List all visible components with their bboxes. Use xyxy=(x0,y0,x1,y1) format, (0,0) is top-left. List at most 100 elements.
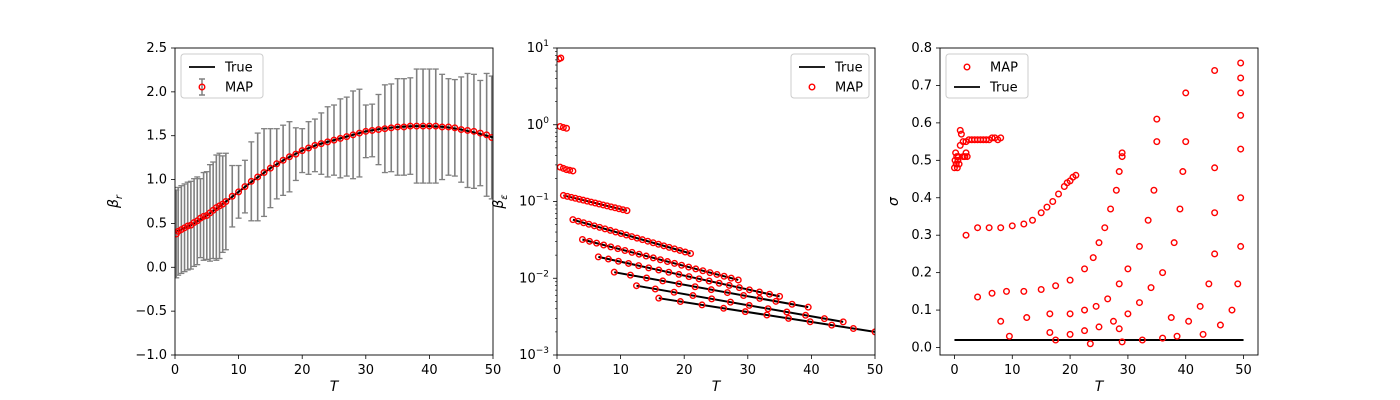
map-marker xyxy=(1118,338,1126,346)
map-marker xyxy=(1002,287,1010,295)
map-marker xyxy=(687,250,695,258)
map-marker xyxy=(955,153,963,161)
x-ticks-2: 0 10 20 30 40 50 xyxy=(950,355,1252,378)
map-marker xyxy=(362,127,370,135)
x-tick-label: 0 xyxy=(171,363,179,378)
map-marker xyxy=(1144,216,1152,224)
y-tick-label: 2.5 xyxy=(146,41,167,56)
map-marker xyxy=(375,126,383,134)
x-tick-label: 30 xyxy=(740,363,757,378)
map-marker xyxy=(1066,310,1074,318)
map-marker xyxy=(1049,197,1057,205)
map-marker xyxy=(607,203,615,211)
x-tick-label: 10 xyxy=(612,363,629,378)
map-marker xyxy=(1086,340,1094,348)
map-marker xyxy=(1185,317,1193,325)
y-tick-label: −0.5 xyxy=(135,304,167,319)
map-marker xyxy=(1020,220,1028,228)
map-marker xyxy=(579,196,587,204)
map-marker xyxy=(871,328,875,336)
y-axis-label-2: σ xyxy=(886,196,902,206)
map-marker xyxy=(1046,329,1054,337)
map-marker xyxy=(1037,209,1045,217)
map-marker xyxy=(1118,149,1126,157)
map-marker xyxy=(785,314,793,322)
x-tick-label: 50 xyxy=(485,363,502,378)
x-tick-label: 20 xyxy=(294,363,311,378)
y-tick-label: 10−2 xyxy=(519,269,549,286)
y-tick-label: 1.5 xyxy=(146,129,167,144)
map-marker xyxy=(200,212,208,220)
map-marker xyxy=(725,281,733,289)
map-marker xyxy=(678,261,686,269)
map-marker xyxy=(988,289,996,297)
map-marker xyxy=(1109,317,1117,325)
map-marker xyxy=(988,134,996,142)
map-marker xyxy=(571,194,579,202)
map-marker xyxy=(685,273,693,281)
y-tick-label: 0.5 xyxy=(911,153,932,168)
map-marker xyxy=(266,164,274,172)
map-marker xyxy=(740,292,748,300)
series-map-errorbars xyxy=(175,68,493,279)
map-marker xyxy=(720,304,728,312)
y-tick-label: 100 xyxy=(527,116,550,133)
true-line-segment xyxy=(614,271,809,309)
map-marker xyxy=(587,198,595,206)
map-marker xyxy=(776,292,784,300)
map-marker xyxy=(670,288,678,296)
x-tick-label: 40 xyxy=(1177,363,1194,378)
true-line-segment xyxy=(658,297,875,333)
x-tick-label: 0 xyxy=(553,363,561,378)
y-tick-label: 0.4 xyxy=(911,191,932,206)
map-marker xyxy=(635,262,643,270)
map-marker xyxy=(1046,310,1054,318)
y-minor-ticks-1 xyxy=(555,51,557,333)
map-marker xyxy=(745,301,753,309)
map-marker xyxy=(470,127,478,135)
map-marker xyxy=(741,308,749,316)
map-marker xyxy=(1228,306,1236,314)
map-marker xyxy=(1037,285,1045,293)
map-marker xyxy=(623,207,631,215)
map-marker xyxy=(1115,325,1123,333)
map-marker xyxy=(997,224,1005,232)
map-marker xyxy=(1211,164,1219,172)
map-marker xyxy=(488,133,493,141)
map-marker xyxy=(619,206,627,214)
map-marker xyxy=(1237,194,1245,202)
map-marker xyxy=(614,245,622,253)
y-tick-label: 1.0 xyxy=(146,173,167,188)
y-ticks-0: −1.0 −0.5 0.0 0.5 1.0 1.5 2.0 2.5 xyxy=(135,41,175,363)
legend-2: MAP True xyxy=(945,53,1029,99)
map-marker xyxy=(663,258,671,266)
map-marker xyxy=(699,267,707,275)
map-marker xyxy=(645,264,653,272)
map-marker xyxy=(763,311,771,319)
map-marker xyxy=(222,197,230,205)
y-tick-label: 2.0 xyxy=(146,85,167,100)
legend-entry-label: True xyxy=(989,81,1018,96)
map-marker xyxy=(643,274,651,282)
map-marker xyxy=(1196,302,1204,310)
map-marker xyxy=(1135,299,1143,307)
map-marker xyxy=(330,136,338,144)
y-tick-label: 10−1 xyxy=(519,193,549,210)
map-marker xyxy=(839,318,847,326)
map-marker xyxy=(962,149,970,157)
map-marker xyxy=(586,237,594,245)
map-marker xyxy=(1029,216,1037,224)
map-marker xyxy=(1124,265,1132,273)
map-marker xyxy=(997,317,1005,325)
map-marker xyxy=(566,166,574,174)
map-marker xyxy=(806,318,814,326)
map-marker xyxy=(655,266,663,274)
map-marker xyxy=(720,272,728,280)
map-marker xyxy=(1115,168,1123,176)
map-marker xyxy=(1211,250,1219,258)
map-marker xyxy=(559,124,567,132)
map-marker xyxy=(1182,89,1190,97)
map-marker xyxy=(956,126,964,134)
map-marker xyxy=(594,253,602,261)
map-marker xyxy=(707,286,715,294)
